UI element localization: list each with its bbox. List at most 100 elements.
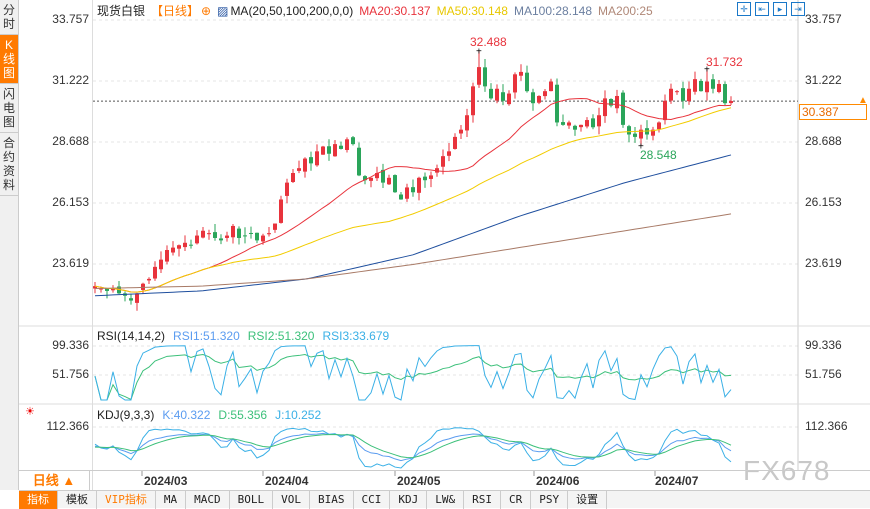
y-label-right: 28.688: [805, 134, 842, 148]
candle-body: [441, 156, 445, 167]
zoom-out-icon[interactable]: ▸: [773, 2, 787, 16]
indicator-tab-2[interactable]: VIP指标: [97, 491, 156, 509]
indicator-tab-4[interactable]: MACD: [186, 491, 230, 509]
candle-body: [699, 80, 703, 92]
candle-body: [327, 146, 331, 154]
k-line: [94, 432, 732, 462]
indicator-tab-1[interactable]: 模板: [58, 491, 97, 509]
indicator-tab-11[interactable]: RSI: [464, 491, 501, 509]
kdj-axis-label: 112.366: [46, 419, 90, 433]
indicator-tab-10[interactable]: LW&: [427, 491, 465, 509]
rsi-header: RSI(14,14,2) RSI1:51.320 RSI2:51.320 RSI3:3…: [97, 329, 397, 343]
candle-body: [171, 247, 175, 253]
candle-body: [471, 86, 475, 116]
candle-body: [627, 126, 631, 135]
j-value: J:10.252: [275, 408, 322, 422]
date-label: 2024/07: [655, 474, 699, 488]
kdj-header: KDJ(9,3,3) K:40.322 D:55.356 J:10.252: [97, 408, 329, 422]
candle-body: [711, 79, 715, 89]
candle-body: [351, 137, 355, 145]
candle-body: [453, 136, 457, 149]
candle-body: [159, 259, 163, 270]
candle-body: [303, 158, 307, 172]
y-label: 28.688: [52, 134, 89, 148]
zoom-in-icon[interactable]: ⇤: [755, 2, 769, 16]
indicator-tab-7[interactable]: BIAS: [310, 491, 354, 509]
indicator-tab-5[interactable]: BOLL: [230, 491, 274, 509]
candle-body: [339, 145, 343, 149]
candle-body: [105, 288, 109, 291]
candle-body: [657, 122, 661, 130]
ma50-line: [94, 107, 732, 293]
candle-body: [705, 81, 709, 93]
candle-body: [267, 233, 271, 235]
period-tag: 【日线】: [151, 4, 200, 18]
ma20-value: MA20:30.137: [359, 4, 431, 18]
candle-body: [615, 95, 619, 109]
chart-toolbar: ✛ ⇤ ▸ ⇥: [737, 2, 805, 16]
rsi-label: RSI(14,14,2): [97, 329, 166, 343]
d-line: [94, 434, 732, 459]
candle-body: [633, 133, 637, 137]
instrument-title: 现货白银: [97, 4, 146, 18]
indicator-tab-14[interactable]: 设置: [568, 491, 608, 509]
candle-body: [693, 79, 697, 92]
indicator-tab-8[interactable]: CCI: [354, 491, 391, 509]
extreme-marker: +: [704, 65, 710, 76]
crosshair-icon[interactable]: ✛: [737, 2, 751, 16]
candle-body: [573, 125, 577, 130]
rsi-axis-label-right: 51.756: [805, 367, 842, 381]
candle-body: [561, 122, 565, 125]
candle-body: [207, 233, 211, 235]
candle-body: [243, 235, 247, 237]
indicator-tab-6[interactable]: VOL: [273, 491, 310, 509]
high2-annotation: 31.732: [706, 55, 743, 69]
crosshair-toggle-icon[interactable]: ⊕: [201, 4, 212, 18]
candle-body: [447, 151, 451, 156]
y-label-right: 31.222: [805, 73, 842, 87]
kdj-axis-label-right: 112.366: [805, 419, 848, 433]
candle-body: [279, 199, 283, 223]
candle-body: [399, 194, 403, 200]
ma200-value: MA200:25: [598, 4, 653, 18]
low-annotation: 28.548: [640, 148, 677, 162]
candle-body: [501, 92, 505, 101]
candle-body: [483, 67, 487, 87]
indicator-tab-13[interactable]: PSY: [531, 491, 569, 509]
candle-body: [597, 115, 601, 127]
ma-chart-icon[interactable]: ▨: [217, 4, 229, 18]
indicator-tab-3[interactable]: MA: [156, 491, 187, 509]
tab-timeshare[interactable]: 分时: [0, 0, 18, 35]
y-label: 23.619: [52, 256, 89, 270]
candle-body: [579, 124, 583, 128]
tab-kline[interactable]: K线图: [0, 35, 18, 84]
date-label: 2024/05: [397, 474, 441, 488]
extreme-marker: +: [476, 47, 482, 58]
candle-body: [165, 250, 169, 262]
indicator-tab-9[interactable]: KDJ: [390, 491, 428, 509]
candle-body: [675, 91, 679, 93]
candle-body: [147, 278, 151, 281]
candle-body: [297, 168, 301, 171]
candle-body: [405, 187, 409, 199]
date-label: 2024/04: [265, 474, 309, 488]
left-tab-strip: 分时 K线图 闪电图 合约资料: [0, 0, 19, 490]
period-selector[interactable]: 日线 ▲: [19, 471, 90, 491]
candle-body: [537, 95, 541, 103]
indicator-alert-icon[interactable]: ☀: [25, 406, 35, 418]
candle-body: [519, 71, 523, 76]
ma100-line: [94, 154, 732, 297]
indicator-tab-0[interactable]: 指标: [19, 491, 58, 509]
y-label: 31.222: [52, 73, 89, 87]
candle-body: [357, 147, 361, 176]
candle-body: [555, 84, 559, 123]
tab-flash[interactable]: 闪电图: [0, 84, 18, 133]
indicator-tab-12[interactable]: CR: [501, 491, 532, 509]
ma200-line: [94, 213, 732, 290]
rsi2-line: [94, 353, 732, 401]
candle-body: [525, 72, 529, 92]
tab-contract-info[interactable]: 合约资料: [0, 133, 18, 196]
rsi-axis-label: 99.336: [52, 338, 89, 352]
move-right-icon[interactable]: ⇥: [791, 2, 805, 16]
